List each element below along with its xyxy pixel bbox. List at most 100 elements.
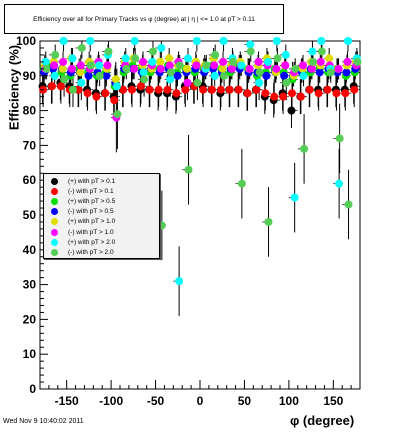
data-point	[245, 64, 254, 73]
legend-entry: (-) with pT > 0.5	[47, 207, 156, 217]
data-point	[166, 68, 175, 77]
data-point	[290, 193, 299, 202]
data-point	[287, 106, 296, 115]
legend-label: (-) with pT > 1.0	[68, 228, 114, 236]
data-point	[218, 64, 227, 73]
x-tick-label: 0	[197, 394, 204, 408]
data-point	[343, 57, 352, 66]
chart-title: Efficiency over all for Primary Tracks v…	[33, 15, 255, 23]
data-point	[182, 64, 191, 73]
legend-label: (+) with pT > 0.1	[68, 177, 116, 185]
data-point	[111, 75, 120, 84]
data-point	[280, 71, 289, 80]
data-point	[166, 75, 175, 84]
data-point	[131, 54, 140, 63]
data-point	[41, 57, 50, 66]
data-point	[202, 61, 211, 70]
data-point	[184, 54, 192, 63]
data-point	[314, 89, 323, 98]
data-point	[307, 64, 316, 73]
data-point	[140, 75, 149, 84]
data-point	[84, 71, 93, 80]
y-axis-ticks: 0 10 20 30 40 50 60 70 80 90 100	[16, 34, 48, 396]
x-tick-label: -100	[99, 394, 123, 408]
data-point	[335, 179, 344, 188]
data-point	[156, 57, 165, 66]
data-point	[342, 68, 351, 77]
data-point	[86, 61, 95, 70]
data-point	[68, 54, 77, 63]
data-point	[281, 61, 290, 70]
data-point	[76, 68, 85, 77]
data-point	[157, 43, 166, 52]
data-points	[38, 37, 362, 286]
legend-marker	[51, 187, 58, 195]
data-point	[270, 92, 279, 101]
x-axis-ticks: -150 -100 -50 0 50 100 150	[39, 380, 361, 408]
data-point	[175, 277, 184, 286]
data-point	[282, 78, 291, 87]
data-point	[326, 68, 335, 77]
data-point	[128, 85, 136, 94]
data-point	[299, 61, 308, 70]
data-point	[227, 64, 236, 73]
data-point	[325, 54, 334, 63]
y-tick-label: 10	[23, 347, 37, 361]
data-point	[273, 54, 282, 63]
legend-entry: (-) with pT > 2.0	[47, 247, 156, 257]
data-point	[219, 37, 228, 45]
data-point	[110, 96, 119, 105]
x-tick-label: 100	[279, 394, 299, 408]
data-point	[193, 78, 202, 87]
legend-marker	[51, 248, 58, 256]
series-7	[42, 43, 362, 230]
data-point	[216, 85, 225, 94]
data-point	[59, 37, 68, 45]
data-point	[121, 54, 130, 63]
data-point	[344, 200, 353, 209]
data-point	[130, 64, 139, 73]
legend-entry: (+) with pT > 0.1	[47, 176, 156, 186]
data-point	[288, 89, 296, 98]
data-point	[350, 85, 359, 94]
data-point	[175, 61, 184, 70]
legend-entry: (-) with pT > 0.1	[47, 186, 156, 196]
data-point	[68, 85, 77, 94]
data-point	[145, 85, 154, 94]
data-point	[208, 85, 216, 94]
data-point	[173, 71, 182, 80]
data-point	[291, 64, 300, 73]
data-point	[104, 47, 113, 56]
data-point	[154, 85, 163, 94]
y-tick-label: 90	[23, 69, 37, 83]
data-point	[102, 71, 111, 80]
data-point	[264, 57, 272, 66]
data-point	[279, 92, 288, 101]
data-point	[192, 61, 201, 70]
data-point	[252, 85, 261, 94]
data-point	[130, 37, 139, 45]
data-point	[122, 64, 131, 73]
data-point	[323, 85, 332, 94]
data-point	[101, 89, 110, 98]
data-point	[183, 78, 192, 87]
legend-label: (-) with pT > 0.1	[68, 187, 114, 195]
data-point	[264, 217, 273, 226]
data-point	[246, 40, 255, 49]
y-tick-label: 0	[29, 382, 36, 396]
legend-marker	[51, 228, 58, 236]
legend-marker	[51, 238, 58, 246]
data-point	[225, 85, 234, 94]
x-tick-label: -50	[147, 394, 165, 408]
data-point	[262, 71, 271, 80]
data-point	[139, 68, 148, 77]
data-point	[237, 61, 246, 70]
y-tick-label: 60	[23, 173, 37, 187]
data-point	[344, 37, 352, 45]
data-point	[51, 50, 60, 59]
data-point	[219, 57, 228, 66]
data-point	[210, 61, 219, 70]
data-point	[335, 134, 344, 143]
timestamp: Wed Nov 9 10:40:02 2011	[3, 418, 84, 425]
data-point	[48, 82, 56, 91]
